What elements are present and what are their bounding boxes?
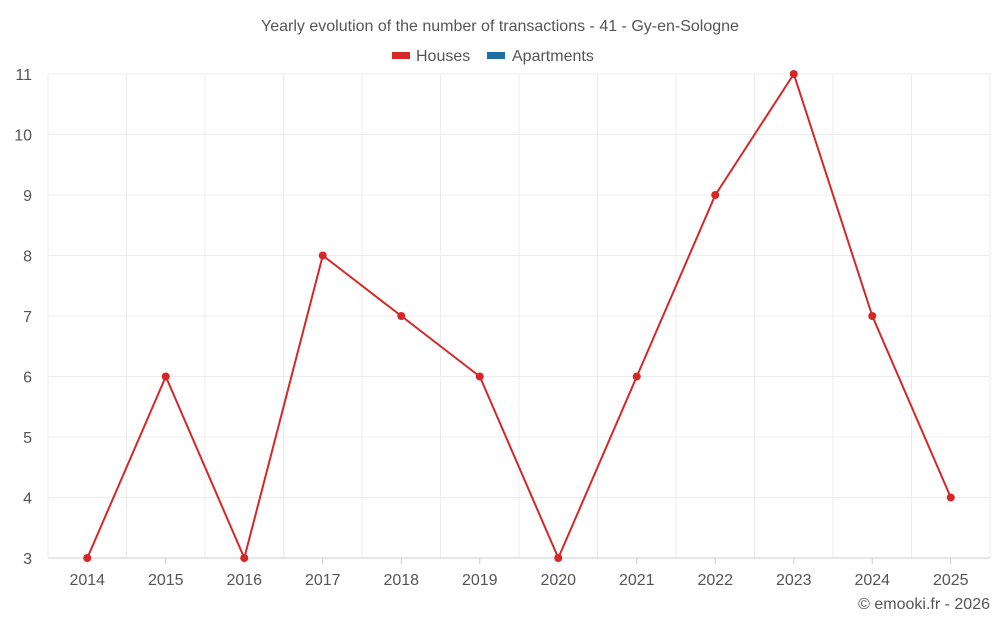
x-tick-label: 2025 <box>933 572 969 589</box>
legend-label-apartments: Apartments <box>512 48 594 65</box>
y-tick-label: 11 <box>15 67 32 84</box>
data-point[interactable] <box>161 372 170 381</box>
x-tick-label: 2015 <box>148 572 184 589</box>
data-point[interactable] <box>240 554 249 562</box>
x-tick-label: 2021 <box>619 572 655 589</box>
plot-area: 3 4 5 6 7 8 9 10 11 2014 2015 2016 2017 2018 2019 2020 2… <box>14 67 991 589</box>
data-point[interactable] <box>868 312 877 320</box>
data-point[interactable] <box>632 372 641 381</box>
data-point[interactable] <box>397 312 406 320</box>
x-tick-label: 2014 <box>69 572 105 589</box>
x-tick-label: 2022 <box>697 572 733 589</box>
legend-item-houses[interactable]: Houses <box>392 48 470 65</box>
data-point[interactable] <box>789 70 798 78</box>
x-tick-label: 2023 <box>776 572 812 589</box>
x-tick-label: 2018 <box>383 572 419 589</box>
chart-title: Yearly evolution of the number of transa… <box>261 18 739 35</box>
data-point[interactable] <box>946 493 955 502</box>
y-tick-label: 9 <box>23 188 32 205</box>
y-tick-label: 8 <box>23 249 32 266</box>
x-tick-label: 2024 <box>854 572 890 589</box>
y-tick-label: 4 <box>23 491 32 508</box>
x-tick-label: 2019 <box>462 572 498 589</box>
y-tick-label: 5 <box>23 430 32 447</box>
y-tick-label: 10 <box>14 128 32 145</box>
series-line-houses <box>86 73 952 559</box>
data-point[interactable] <box>475 372 484 381</box>
legend-swatch-houses <box>392 52 410 59</box>
data-point[interactable] <box>711 191 720 199</box>
y-tick-label: 6 <box>23 370 32 387</box>
legend: Houses Apartments <box>392 48 594 65</box>
y-tick-label: 3 <box>23 551 32 568</box>
x-tick-label: 2016 <box>226 572 262 589</box>
x-tick-label: 2020 <box>540 572 576 589</box>
data-point[interactable] <box>83 554 92 562</box>
y-tick-label: 7 <box>23 309 32 326</box>
data-point[interactable] <box>318 251 327 260</box>
legend-item-apartments[interactable]: Apartments <box>487 48 594 65</box>
data-point[interactable] <box>554 554 563 562</box>
legend-swatch-apartments <box>487 52 505 59</box>
legend-label-houses: Houses <box>416 48 470 65</box>
x-tick-label: 2017 <box>305 572 341 589</box>
credit-text: © emooki.fr - 2026 <box>858 596 990 613</box>
